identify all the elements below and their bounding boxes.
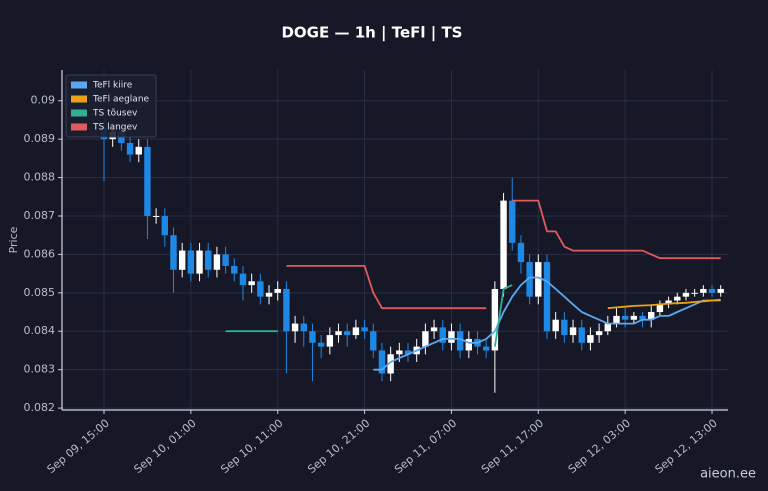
y-tick-label: 0.087 xyxy=(24,209,56,222)
candle-body xyxy=(535,262,542,297)
candle-body xyxy=(187,250,195,274)
legend-swatch xyxy=(71,123,87,131)
legend-swatch xyxy=(71,81,87,89)
candle-body xyxy=(708,288,716,293)
indicator-line xyxy=(286,199,721,310)
candle-body xyxy=(543,262,551,332)
candle-body xyxy=(517,242,525,263)
candle-body xyxy=(248,281,255,286)
candle-body xyxy=(691,292,698,294)
candle-body xyxy=(630,315,638,320)
y-tick-label: 0.09 xyxy=(31,94,56,107)
candle-body xyxy=(674,296,681,301)
chart-title: DOGE — 1h | TeFl | TS xyxy=(281,24,462,43)
candle-body xyxy=(126,142,134,155)
candle-body xyxy=(291,323,299,332)
candle-body xyxy=(265,292,273,297)
candle-body xyxy=(144,146,151,216)
y-tick-label: 0.083 xyxy=(24,363,56,376)
candle-body xyxy=(665,300,672,305)
candle-body xyxy=(344,331,351,336)
indicator-line xyxy=(607,298,721,310)
candle-body xyxy=(370,331,377,351)
candle-body xyxy=(309,331,316,343)
candle-body xyxy=(552,319,559,332)
candle-body xyxy=(439,327,446,343)
candle-body xyxy=(717,288,724,293)
candle-body xyxy=(152,215,160,217)
candle-body xyxy=(422,331,429,347)
candle-body xyxy=(361,327,368,332)
legend-swatch xyxy=(71,95,87,103)
indicator-line xyxy=(373,276,721,371)
y-tick-label: 0.086 xyxy=(24,247,56,260)
candle-body xyxy=(561,319,568,336)
legend-label: TS tõusev xyxy=(92,109,138,119)
candle-body xyxy=(257,281,264,297)
legend-label: TeFl aeglane xyxy=(92,95,150,105)
legend-label: TeFl kiire xyxy=(92,81,133,91)
candle-body xyxy=(682,292,690,297)
candle-body xyxy=(222,254,229,266)
y-tick-label: 0.088 xyxy=(24,171,56,184)
candle-body xyxy=(178,250,186,270)
candle-body xyxy=(569,327,577,336)
candle-body xyxy=(526,262,533,297)
candle-body xyxy=(595,331,603,336)
y-tick-label: 0.082 xyxy=(24,401,56,414)
candle-body xyxy=(578,327,585,343)
candle-body xyxy=(378,350,386,374)
candle-body xyxy=(613,315,620,324)
y-tick-label: 0.089 xyxy=(24,132,56,145)
candle-body xyxy=(239,273,247,286)
candle-body xyxy=(648,312,655,320)
candle-body xyxy=(326,335,334,347)
candle-body xyxy=(300,323,307,332)
candle-body xyxy=(491,288,499,351)
legend-label: TS langev xyxy=(92,123,138,133)
candle-body xyxy=(274,288,281,293)
candle-body xyxy=(656,304,664,313)
candle-body xyxy=(396,350,403,355)
candle-body xyxy=(587,335,594,343)
candle-body xyxy=(621,315,629,320)
candle-body xyxy=(404,350,412,355)
legend-swatch xyxy=(71,109,87,117)
candle-body xyxy=(352,327,360,336)
candle-body xyxy=(509,200,516,243)
candle-body xyxy=(465,338,473,351)
candle-body xyxy=(135,146,142,155)
candle-body xyxy=(196,250,203,274)
candle-body xyxy=(335,331,342,336)
candle-body xyxy=(387,354,394,374)
candle-body xyxy=(604,323,611,332)
candle-body xyxy=(170,235,177,270)
y-tick-label: 0.085 xyxy=(24,286,56,299)
candle-body xyxy=(161,215,169,236)
y-tick-label: 0.084 xyxy=(24,324,56,337)
candle-body xyxy=(482,346,490,351)
candle-body xyxy=(700,288,707,293)
watermark: aieon.ee xyxy=(700,467,756,482)
indicator-line xyxy=(225,284,513,347)
candle-body xyxy=(639,315,646,320)
candle-body xyxy=(448,331,455,343)
candle-body xyxy=(317,342,325,347)
candle-body xyxy=(205,250,212,270)
y-axis-label: Price xyxy=(7,226,20,253)
legend-box xyxy=(65,74,157,138)
candle-body xyxy=(283,288,290,332)
candle-body xyxy=(500,200,507,289)
candle-body xyxy=(456,331,464,351)
candle-body xyxy=(231,265,238,274)
candle-body xyxy=(213,254,221,270)
candle-body xyxy=(430,327,438,332)
